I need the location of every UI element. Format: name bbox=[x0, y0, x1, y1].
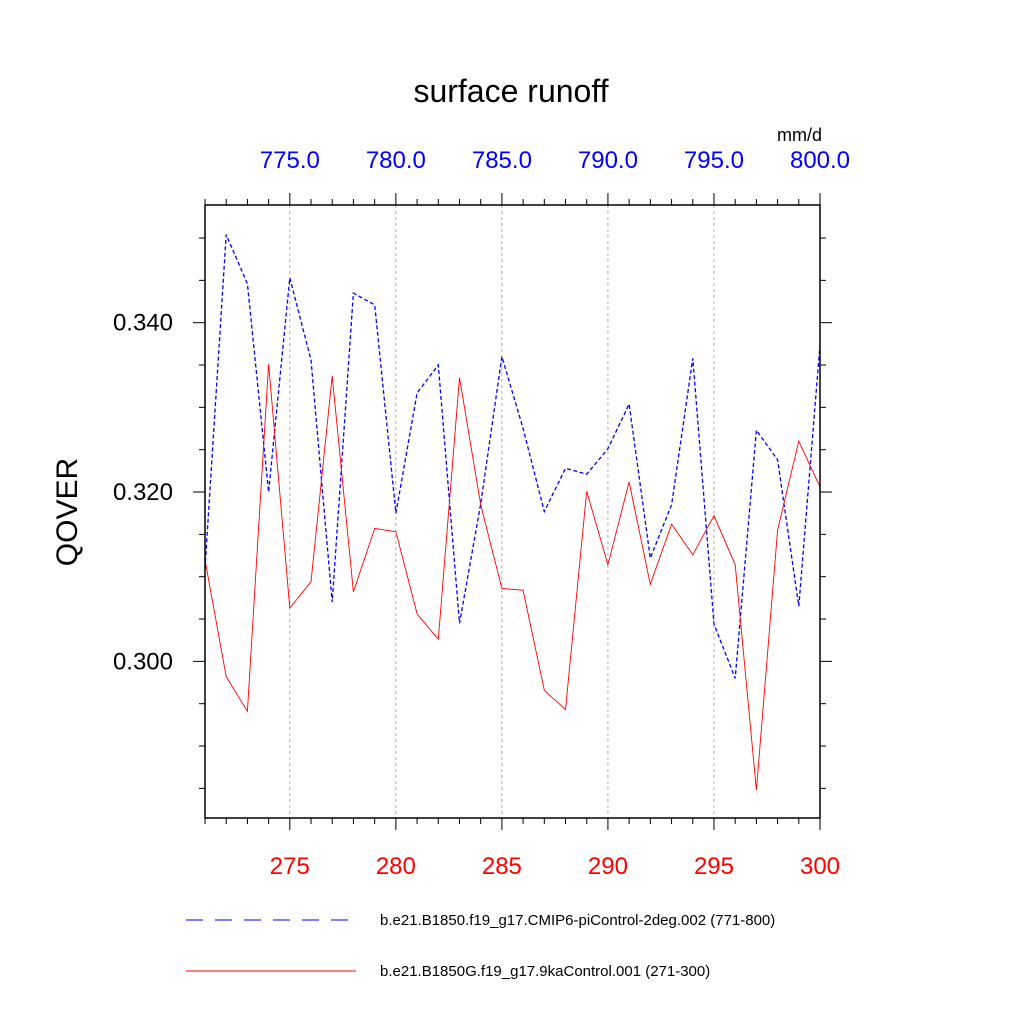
chart-title: surface runoff bbox=[413, 73, 608, 109]
legend: b.e21.B1850.f19_g17.CMIP6-piControl-2deg… bbox=[186, 912, 775, 980]
data-point-0-780 bbox=[395, 513, 396, 514]
x-bottom-tick-label-290: 290 bbox=[588, 853, 628, 880]
units-label: mm/d bbox=[777, 125, 822, 145]
series-line-red bbox=[204, 364, 821, 791]
data-point-0-783 bbox=[459, 623, 460, 624]
data-point-1-278 bbox=[353, 591, 354, 592]
plot-frame bbox=[204, 204, 821, 819]
data-point-1-290 bbox=[607, 564, 608, 565]
data-point-0-793 bbox=[671, 504, 672, 505]
data-point-1-282 bbox=[438, 639, 439, 640]
data-point-0-778 bbox=[353, 293, 354, 294]
y-tick-label-0.34: 0.340 bbox=[113, 310, 173, 337]
data-point-1-286 bbox=[523, 590, 524, 591]
data-point-0-779 bbox=[374, 304, 375, 305]
data-point-1-272 bbox=[226, 676, 227, 677]
data-point-1-289 bbox=[586, 491, 587, 492]
data-point-1-298 bbox=[777, 530, 778, 531]
data-point-0-798 bbox=[777, 459, 778, 460]
series-layer bbox=[204, 234, 821, 791]
data-point-1-294 bbox=[692, 554, 693, 555]
data-point-1-275 bbox=[289, 607, 290, 608]
data-point-1-280 bbox=[395, 531, 396, 532]
data-point-0-772 bbox=[226, 234, 227, 235]
x-bottom-tick-label-275: 275 bbox=[270, 853, 310, 880]
data-point-0-782 bbox=[438, 364, 439, 365]
data-point-1-295 bbox=[713, 515, 714, 516]
data-point-1-279 bbox=[374, 528, 375, 529]
data-point-1-285 bbox=[501, 588, 502, 589]
x-top-tick-label-780: 780.0 bbox=[366, 147, 426, 174]
data-point-0-775 bbox=[289, 277, 290, 278]
data-point-0-787 bbox=[544, 511, 545, 512]
legend-label-red: b.e21.B1850G.f19_g17.9kaControl.001 (271… bbox=[380, 963, 710, 980]
data-point-1-273 bbox=[247, 711, 248, 712]
x-top-tick-label-790: 790.0 bbox=[578, 147, 638, 174]
data-point-1-281 bbox=[417, 613, 418, 614]
x-bottom-tick-label-300: 300 bbox=[800, 853, 840, 880]
x-top-tick-label-800: 800.0 bbox=[790, 147, 850, 174]
data-point-0-790 bbox=[607, 448, 608, 449]
data-point-0-795 bbox=[713, 624, 714, 625]
legend-label-blue: b.e21.B1850.f19_g17.CMIP6-piControl-2deg… bbox=[380, 912, 775, 929]
data-point-0-776 bbox=[310, 359, 311, 360]
x-bottom-tick-label-285: 285 bbox=[482, 853, 522, 880]
x-top-tick-label-785: 785.0 bbox=[472, 147, 532, 174]
data-point-1-284 bbox=[480, 504, 481, 505]
x-bottom-tick-label-295: 295 bbox=[694, 853, 734, 880]
x-bottom-tick-label-280: 280 bbox=[376, 853, 416, 880]
data-point-0-788 bbox=[565, 468, 566, 469]
data-point-1-277 bbox=[332, 375, 333, 376]
data-point-0-774 bbox=[268, 491, 269, 492]
y-tick-label-0.32: 0.320 bbox=[113, 479, 173, 506]
data-point-0-781 bbox=[417, 392, 418, 393]
x-top-tick-label-795: 795.0 bbox=[684, 147, 744, 174]
x-top-tick-label-775: 775.0 bbox=[260, 147, 320, 174]
data-point-0-797 bbox=[756, 430, 757, 431]
axes-layer: 275 280 285 290 295 300 775.0 780.0 785.0 790.0 79… bbox=[113, 147, 850, 880]
data-point-1-283 bbox=[459, 377, 460, 378]
data-point-1-274 bbox=[268, 364, 269, 365]
data-point-1-288 bbox=[565, 709, 566, 710]
y-tick-label-0.3: 0.300 bbox=[113, 648, 173, 675]
data-point-0-792 bbox=[650, 558, 651, 559]
data-point-0-785 bbox=[501, 356, 502, 357]
data-point-0-796 bbox=[735, 678, 736, 679]
data-point-1-292 bbox=[650, 584, 651, 585]
data-point-0-794 bbox=[692, 358, 693, 359]
data-point-1-291 bbox=[629, 481, 630, 482]
data-point-0-791 bbox=[629, 403, 630, 404]
data-point-1-297 bbox=[756, 790, 757, 791]
data-point-0-799 bbox=[798, 606, 799, 607]
data-point-1-276 bbox=[310, 581, 311, 582]
series-line-blue bbox=[204, 234, 821, 679]
y-axis-label: QOVER bbox=[51, 458, 84, 566]
data-point-0-773 bbox=[247, 283, 248, 284]
data-point-1-296 bbox=[735, 564, 736, 565]
data-point-0-789 bbox=[586, 474, 587, 475]
data-point-0-786 bbox=[523, 428, 524, 429]
data-point-1-293 bbox=[671, 524, 672, 525]
data-point-0-777 bbox=[332, 602, 333, 603]
data-point-1-299 bbox=[798, 441, 799, 442]
data-point-1-287 bbox=[544, 690, 545, 691]
grid-layer bbox=[289, 205, 715, 818]
